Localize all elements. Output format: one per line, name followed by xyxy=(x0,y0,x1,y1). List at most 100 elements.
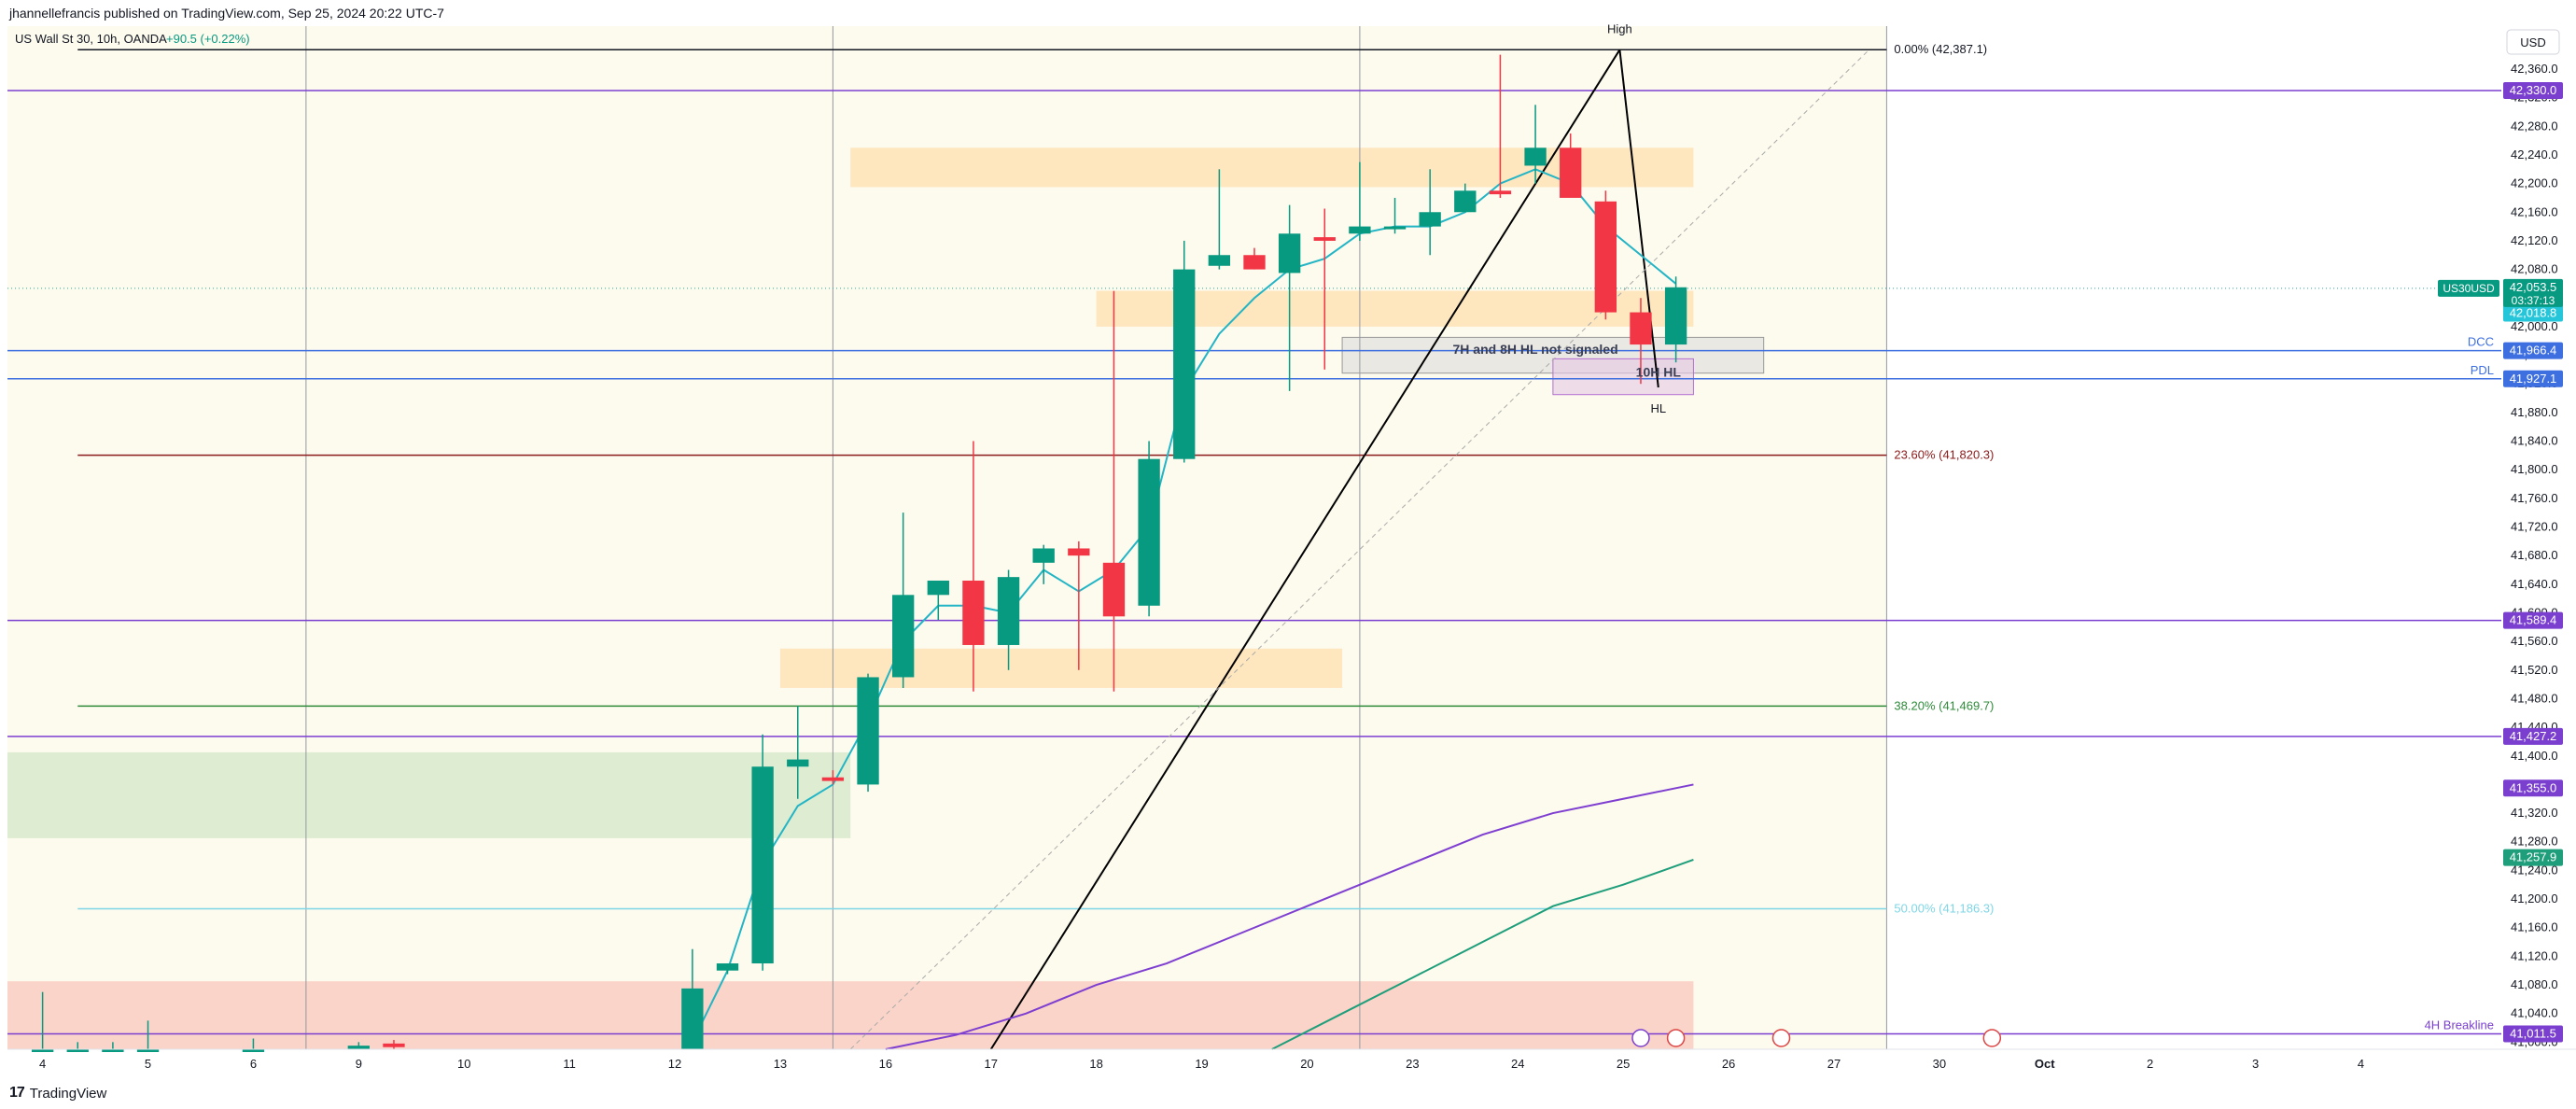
candle-body xyxy=(1032,548,1055,563)
candle-body xyxy=(1173,269,1196,459)
price-tick: 41,720.0 xyxy=(2511,520,2558,534)
tradingview-footer[interactable]: 17 TradingView xyxy=(9,1085,106,1102)
level-badge-0-bg xyxy=(2503,81,2563,99)
chart-title: US Wall St 30, 10h, OANDA xyxy=(15,32,167,46)
price-tick: 41,760.0 xyxy=(2511,491,2558,505)
price-tick: 41,880.0 xyxy=(2511,405,2558,419)
drawing-0 xyxy=(989,49,1621,1050)
time-tick: 30 xyxy=(1933,1057,1946,1071)
zone-4 xyxy=(7,981,1694,1049)
time-tick: 11 xyxy=(563,1057,576,1071)
event-flag-icon[interactable] xyxy=(1771,1029,1791,1047)
annotation-0: High xyxy=(1607,22,1632,36)
level-badge-3-bg xyxy=(2503,1025,2563,1043)
time-tick: 23 xyxy=(1406,1057,1419,1071)
candle-body xyxy=(1419,212,1441,227)
time-tick: 20 xyxy=(1300,1057,1313,1071)
time-tick: 6 xyxy=(250,1057,257,1071)
level-badge-1: 41,589.4 xyxy=(2510,613,2557,627)
candle-body xyxy=(102,1049,124,1052)
candle-body xyxy=(997,577,1020,645)
level-badge-2-bg xyxy=(2503,727,2563,745)
fib-label-2: 38.20% (41,469.7) xyxy=(1894,698,1994,712)
time-tick: 5 xyxy=(145,1057,151,1071)
currency-box[interactable] xyxy=(2506,29,2560,55)
candle-body xyxy=(1664,287,1687,345)
candle-body xyxy=(1383,226,1407,230)
annotation-3: 10H HL xyxy=(1636,365,1682,380)
price-tick: 41,240.0 xyxy=(2511,863,2558,877)
time-tick: 19 xyxy=(1195,1057,1208,1071)
event-flag-icon[interactable] xyxy=(1631,1029,1650,1047)
time-tick: 4 xyxy=(2358,1057,2364,1071)
price-tick: 42,280.0 xyxy=(2511,119,2558,133)
event-flag-icon[interactable] xyxy=(1666,1029,1686,1047)
candle-body xyxy=(681,988,704,1049)
level-badge-5: 41,927.1 xyxy=(2510,372,2557,386)
level-badge-4: 41,966.4 xyxy=(2510,344,2557,358)
annotation-1: HL xyxy=(1650,401,1666,415)
candle-body xyxy=(242,1049,265,1052)
candle-body xyxy=(1208,255,1231,266)
price-tick: 41,640.0 xyxy=(2511,577,2558,591)
currency-label: USD xyxy=(2520,35,2545,49)
price-tick: 42,200.0 xyxy=(2511,176,2558,190)
candle-body xyxy=(1524,147,1547,166)
time-tick: 17 xyxy=(985,1057,998,1071)
level-badge-2: 41,427.2 xyxy=(2510,729,2557,743)
time-tick: 25 xyxy=(1617,1057,1630,1071)
price-tick: 41,280.0 xyxy=(2511,835,2558,849)
candle-body xyxy=(1489,190,1512,195)
candle-body xyxy=(927,580,949,596)
candle-body xyxy=(821,777,845,781)
candle-body xyxy=(383,1043,405,1047)
level-note-5: PDL xyxy=(2471,363,2494,377)
time-tick: 26 xyxy=(1722,1057,1735,1071)
candle-body xyxy=(1102,562,1126,617)
candle-body xyxy=(962,580,985,645)
time-tick: 13 xyxy=(774,1057,787,1071)
symbol-badge-bg xyxy=(2438,279,2499,297)
extra-badge-1-bg xyxy=(2503,849,2563,866)
candle-body xyxy=(1068,548,1090,556)
candle-body xyxy=(66,1049,89,1052)
level-badge-0: 42,330.0 xyxy=(2510,83,2557,97)
time-tick: 3 xyxy=(2252,1057,2259,1071)
candle-body xyxy=(1349,226,1371,234)
price-tick: 41,320.0 xyxy=(2511,806,2558,820)
candle-body xyxy=(751,766,774,964)
drawing-1 xyxy=(1618,49,1659,388)
time-tick: 12 xyxy=(668,1057,681,1071)
time-tick: 27 xyxy=(1827,1057,1841,1071)
price-tick: 41,200.0 xyxy=(2511,891,2558,905)
extra-badge-2: 42,018.8 xyxy=(2510,305,2557,319)
level-note-3: 4H Breakline xyxy=(2425,1018,2494,1032)
candle-body xyxy=(857,677,879,785)
time-tick: 2 xyxy=(2147,1057,2153,1071)
price-tick: 41,520.0 xyxy=(2511,663,2558,677)
time-tick: 9 xyxy=(356,1057,362,1071)
candle-body xyxy=(1313,237,1336,241)
candle-body xyxy=(1243,255,1266,270)
level-badge-4-bg xyxy=(2503,342,2563,359)
price-tick: 41,840.0 xyxy=(2511,434,2558,448)
current-price-label: 42,053.5 xyxy=(2510,280,2557,294)
price-tick: 41,560.0 xyxy=(2511,634,2558,648)
price-tick: 42,080.0 xyxy=(2511,262,2558,276)
time-tick: 16 xyxy=(879,1057,892,1071)
tradingview-logo-icon: 17 xyxy=(9,1085,25,1101)
event-flag-icon[interactable] xyxy=(1982,1029,2002,1047)
fib-label-1: 23.60% (41,820.3) xyxy=(1894,448,1994,462)
future-background xyxy=(1886,26,2501,1049)
price-tick: 42,240.0 xyxy=(2511,147,2558,161)
extra-badge-2-bg xyxy=(2503,304,2563,322)
price-tick: 41,680.0 xyxy=(2511,548,2558,562)
zone-6 xyxy=(1552,358,1694,396)
candle-body xyxy=(1594,201,1617,313)
price-tick: 42,360.0 xyxy=(2511,62,2558,76)
fib-label-3: 50.00% (41,186.3) xyxy=(1894,902,1994,916)
time-tick: 4 xyxy=(39,1057,46,1071)
price-tick: 41,800.0 xyxy=(2511,462,2558,476)
price-tick: 42,000.0 xyxy=(2511,319,2558,333)
